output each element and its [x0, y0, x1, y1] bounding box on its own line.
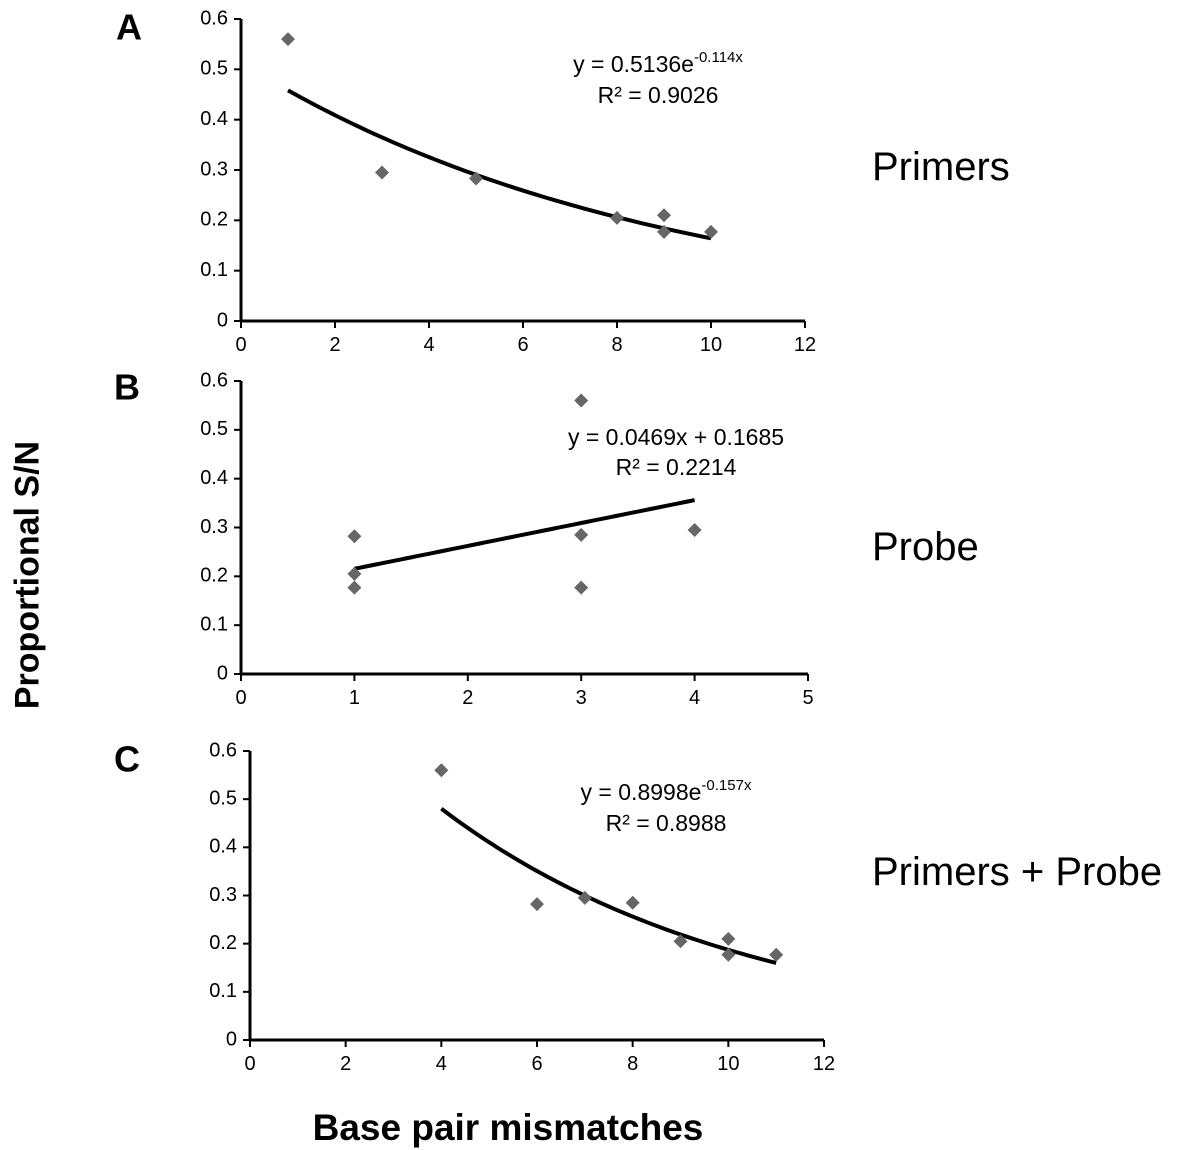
panel-b: B 0 0.1 0.2 0.3 0.4 0.5 0.6 0 1 2 3 4 5 y = 0.0469x + … — [114, 367, 814, 709]
data-point — [347, 580, 362, 595]
x-tick-label: 12 — [813, 1053, 835, 1075]
data-point — [610, 210, 624, 225]
data-point — [574, 527, 589, 542]
x-tick-label: 6 — [517, 334, 528, 356]
x-tick-label: 0 — [235, 334, 246, 356]
x-tick-label: 0 — [235, 687, 246, 709]
data-point — [375, 165, 389, 180]
data-point — [704, 224, 718, 239]
equation-base: y = 0.0469x + 0.1685 — [568, 424, 784, 450]
x-tick-label: 0 — [244, 1053, 255, 1075]
x-tick-label: 8 — [611, 334, 622, 356]
data-point — [687, 522, 702, 537]
trendline — [287, 88, 712, 241]
y-tick-label: 0.2 — [209, 932, 237, 954]
equation-exponent: -0.157x — [701, 777, 752, 794]
y-tick-label: 0.6 — [200, 369, 228, 391]
y-tick-label: 0 — [217, 309, 228, 331]
panel-letter: C — [114, 739, 140, 780]
y-tick-label: 0.3 — [209, 884, 237, 906]
equation-base: y = 0.8998e — [581, 779, 702, 805]
r-squared: R² = 0.2214 — [616, 454, 737, 480]
x-tick-label: 12 — [794, 334, 816, 356]
y-tick-label: 0.4 — [200, 108, 228, 130]
side-label-probe: Probe — [872, 525, 979, 569]
x-tick-label: 1 — [349, 687, 360, 709]
data-point — [530, 897, 544, 912]
x-tick-label: 3 — [576, 687, 587, 709]
data-point — [625, 895, 640, 910]
y-tick-label: 0.3 — [200, 516, 228, 538]
data-point — [721, 947, 736, 962]
y-tick-label: 0.1 — [200, 259, 228, 281]
panel-letter: B — [114, 367, 140, 408]
x-axis-title: Base pair mismatches — [312, 1107, 704, 1148]
x-tick-label: 10 — [717, 1053, 739, 1075]
y-axis-title: Proportional S/N — [8, 440, 47, 710]
y-tick-label: 0.3 — [200, 158, 228, 180]
panel-c: C 0 0.1 0.2 0.3 0.4 0.5 0.6 0 2 4 6 8 10 12 y = 0.8998e… — [114, 739, 835, 1075]
trendline — [440, 807, 777, 965]
data-point — [769, 947, 784, 962]
y-tick-label: 0.1 — [200, 613, 228, 635]
y-tick-label: 0.6 — [209, 739, 237, 761]
panel-letter: A — [116, 7, 142, 48]
trendline — [354, 498, 695, 571]
equation-base: y = 0.5136e — [573, 51, 694, 77]
y-tick-label: 0.4 — [209, 836, 237, 858]
data-point — [347, 566, 362, 581]
r-squared: R² = 0.9026 — [598, 82, 719, 108]
x-tick-label: 10 — [700, 334, 722, 356]
y-tick-label: 0 — [226, 1028, 237, 1050]
x-tick-label: 4 — [423, 334, 434, 356]
y-tick-label: 0.6 — [200, 7, 228, 29]
x-tick-label: 2 — [462, 687, 473, 709]
equation-exponent: -0.114x — [694, 49, 743, 66]
side-label-primers-probe: Primers + Probe — [872, 850, 1163, 894]
r-squared: R² = 0.8988 — [606, 810, 727, 836]
y-tick-label: 0.5 — [200, 58, 228, 80]
data-point — [469, 171, 483, 186]
data-point — [721, 931, 736, 946]
panel-a: A 0 0.1 0.2 0.3 0.4 0.5 0.6 0 2 4 6 8 10 12 y = 0.5136e… — [116, 7, 816, 356]
y-tick-label: 0.1 — [209, 980, 237, 1002]
side-label-primers: Primers — [872, 145, 1010, 189]
data-point — [657, 224, 671, 239]
x-tick-label: 8 — [627, 1053, 638, 1075]
y-tick-label: 0.2 — [200, 565, 228, 587]
data-point — [574, 580, 589, 595]
data-point — [574, 393, 589, 408]
y-tick-label: 0.2 — [200, 209, 228, 231]
data-point — [673, 934, 688, 949]
x-tick-label: 4 — [689, 687, 700, 709]
x-tick-label: 5 — [802, 687, 813, 709]
x-tick-label: 4 — [436, 1053, 447, 1075]
data-point — [347, 529, 362, 544]
trendline-equation: y = 0.8998e-0.157x — [581, 777, 752, 805]
trendline-equation: y = 0.5136e-0.114x — [573, 49, 743, 77]
data-point — [434, 763, 449, 778]
x-tick-label: 6 — [531, 1053, 542, 1075]
x-tick-label: 2 — [340, 1053, 351, 1075]
y-tick-label: 0.5 — [200, 418, 228, 440]
y-tick-label: 0 — [217, 662, 228, 684]
data-point — [281, 32, 295, 47]
trendline-equation: y = 0.0469x + 0.1685 — [568, 424, 784, 450]
data-point — [657, 208, 671, 223]
y-tick-label: 0.5 — [209, 787, 237, 809]
x-tick-label: 2 — [329, 334, 340, 356]
data-point — [577, 890, 592, 905]
y-tick-label: 0.4 — [200, 467, 228, 489]
